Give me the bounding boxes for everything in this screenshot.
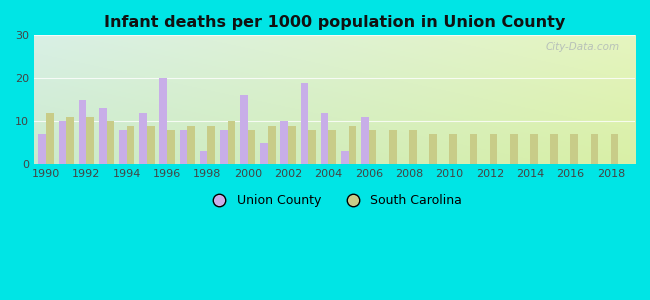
Bar [341, 151, 348, 164]
Bar [389, 130, 396, 164]
Bar [99, 108, 107, 164]
Bar [409, 130, 417, 164]
Bar [268, 126, 276, 164]
Bar [321, 113, 328, 164]
Bar [66, 117, 74, 164]
Bar [139, 113, 147, 164]
Bar [449, 134, 457, 164]
Bar [490, 134, 497, 164]
Bar [571, 134, 578, 164]
Bar [530, 134, 538, 164]
Bar [86, 117, 94, 164]
Bar [248, 130, 255, 164]
Bar [58, 121, 66, 164]
Bar [227, 121, 235, 164]
Bar [288, 126, 296, 164]
Bar [369, 130, 376, 164]
Legend: Union County, South Carolina: Union County, South Carolina [202, 189, 467, 212]
Bar [300, 82, 308, 164]
Bar [159, 78, 167, 164]
Bar [328, 130, 336, 164]
Bar [240, 95, 248, 164]
Bar [469, 134, 477, 164]
Bar [127, 126, 135, 164]
Bar [591, 134, 598, 164]
Bar [46, 113, 54, 164]
Bar [551, 134, 558, 164]
Bar [207, 126, 215, 164]
Bar [187, 126, 195, 164]
Bar [119, 130, 127, 164]
Bar [510, 134, 517, 164]
Title: Infant deaths per 1000 population in Union County: Infant deaths per 1000 population in Uni… [104, 15, 565, 30]
Bar [179, 130, 187, 164]
Bar [220, 130, 228, 164]
Bar [167, 130, 175, 164]
Bar [147, 126, 155, 164]
Bar [611, 134, 618, 164]
Bar [107, 121, 114, 164]
Bar [429, 134, 437, 164]
Bar [79, 100, 86, 164]
Bar [361, 117, 369, 164]
Bar [348, 126, 356, 164]
Bar [38, 134, 46, 164]
Bar [200, 151, 207, 164]
Text: City-Data.com: City-Data.com [546, 42, 620, 52]
Bar [280, 121, 288, 164]
Bar [308, 130, 316, 164]
Bar [260, 143, 268, 164]
